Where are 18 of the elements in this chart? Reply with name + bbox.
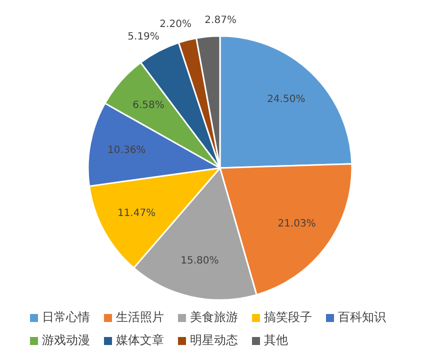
data-label: 2.87%	[204, 15, 236, 26]
legend-label: 游戏动漫	[41, 332, 90, 349]
legend-label: 生活照片	[115, 309, 164, 326]
legend-label: 搞笑段子	[263, 309, 312, 326]
data-label: 6.58%	[132, 100, 164, 111]
data-label: 24.50%	[267, 94, 306, 106]
data-label: 5.19%	[128, 31, 160, 42]
data-label: 2.20%	[160, 19, 192, 30]
data-label: 11.47%	[117, 208, 156, 219]
legend-label: 美食旅游	[189, 309, 238, 326]
data-label: 15.80%	[180, 255, 219, 266]
legend-label: 百科知识	[337, 309, 386, 326]
legend-label: 其他	[263, 332, 288, 349]
legend-label: 明星动态	[189, 332, 238, 349]
legend-label: 媒体文章	[115, 332, 164, 349]
data-label: 21.03%	[278, 218, 316, 230]
legend-label: 日常心情	[41, 309, 90, 326]
data-label: 10.36%	[108, 144, 146, 156]
